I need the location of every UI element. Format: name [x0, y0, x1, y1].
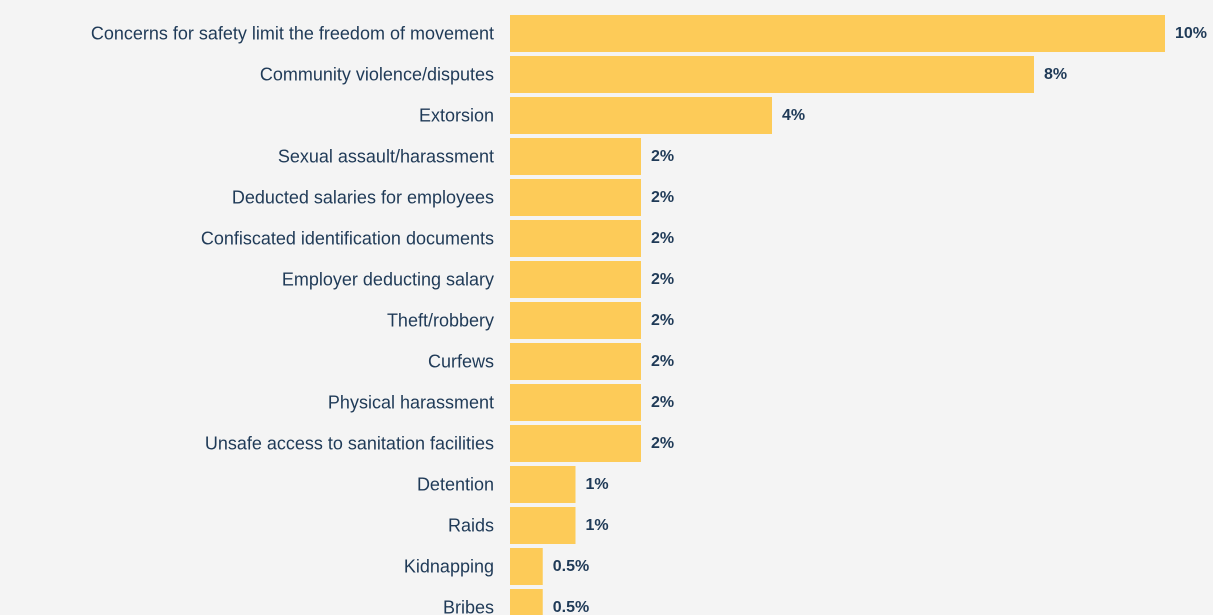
bar-extorsion	[510, 97, 772, 134]
category-label-unsafe-access-to-sanitation-facilities: Unsafe access to sanitation facilities	[205, 434, 494, 454]
category-label-detention: Detention	[417, 475, 494, 495]
value-label-theft-robbery: 2%	[651, 312, 674, 329]
bar-detention	[510, 466, 576, 503]
category-label-extorsion: Extorsion	[419, 106, 494, 126]
category-label-curfews: Curfews	[428, 352, 494, 372]
value-label-unsafe-access-to-sanitation-facilities: 2%	[651, 435, 674, 452]
value-label-extorsion: 4%	[782, 107, 805, 124]
category-label-confiscated-identification-documents: Confiscated identification documents	[201, 229, 494, 249]
bar-theft-robbery	[510, 302, 641, 339]
category-label-kidnapping: Kidnapping	[404, 557, 494, 577]
category-label-deducted-salaries-for-employees: Deducted salaries for employees	[232, 188, 494, 208]
bar-confiscated-identification-documents	[510, 220, 641, 257]
value-label-deducted-salaries-for-employees: 2%	[651, 189, 674, 206]
bar-physical-harassment	[510, 384, 641, 421]
bar-curfews	[510, 343, 641, 380]
bar-unsafe-access-to-sanitation-facilities	[510, 425, 641, 462]
bar-raids	[510, 507, 576, 544]
value-label-curfews: 2%	[651, 353, 674, 370]
value-label-confiscated-identification-documents: 2%	[651, 230, 674, 247]
bar-bribes	[510, 589, 543, 615]
bar-community-violence-disputes	[510, 56, 1034, 93]
value-label-community-violence-disputes: 8%	[1044, 66, 1067, 83]
value-label-employer-deducting-salary: 2%	[651, 271, 674, 288]
value-label-sexual-assault-harassment: 2%	[651, 148, 674, 165]
bar-kidnapping	[510, 548, 543, 585]
category-label-employer-deducting-salary: Employer deducting salary	[282, 270, 494, 290]
category-label-physical-harassment: Physical harassment	[328, 393, 494, 413]
category-label-sexual-assault-harassment: Sexual assault/harassment	[278, 147, 494, 167]
category-label-raids: Raids	[448, 516, 494, 536]
category-labels-group: Concerns for safety limit the freedom of…	[91, 24, 494, 615]
bar-employer-deducting-salary	[510, 261, 641, 298]
bar-concerns-for-safety-limit-the-freedom-of-movement	[510, 15, 1165, 52]
value-label-bribes: 0.5%	[553, 599, 589, 615]
value-label-detention: 1%	[586, 476, 609, 493]
category-label-community-violence-disputes: Community violence/disputes	[260, 65, 494, 85]
bars-group	[510, 15, 1165, 615]
value-labels-group: 10% 8% 4% 2% 2% 2% 2% 2% 2% 2% 2% 1% 1% 0.5% 0.5%	[553, 25, 1207, 615]
value-label-concerns-for-safety-limit-the-freedom-of-movement: 10%	[1175, 25, 1207, 42]
bar-deducted-salaries-for-employees	[510, 179, 641, 216]
category-label-concerns-for-safety-limit-the-freedom-of-movement: Concerns for safety limit the freedom of…	[91, 24, 494, 44]
value-label-physical-harassment: 2%	[651, 394, 674, 411]
value-label-raids: 1%	[586, 517, 609, 534]
bar-sexual-assault-harassment	[510, 138, 641, 175]
value-label-kidnapping: 0.5%	[553, 558, 589, 575]
category-label-bribes: Bribes	[443, 598, 494, 615]
category-label-theft-robbery: Theft/robbery	[387, 311, 494, 331]
